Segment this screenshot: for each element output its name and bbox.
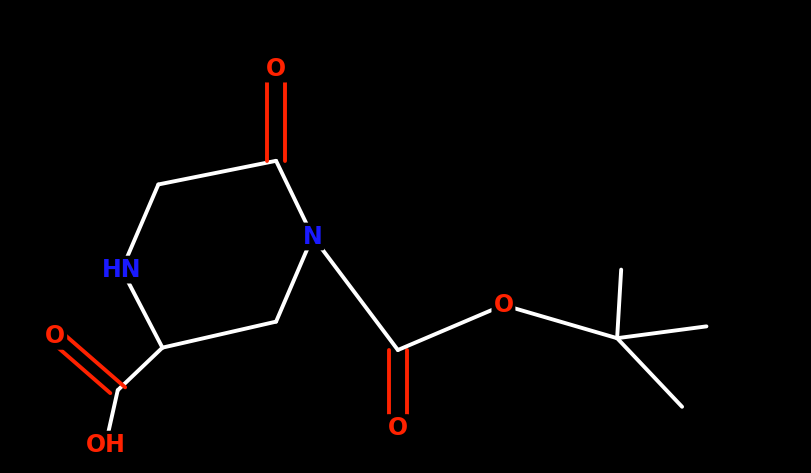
Text: OH: OH xyxy=(85,433,126,456)
Text: O: O xyxy=(45,324,65,348)
Text: O: O xyxy=(493,293,513,317)
Text: HN: HN xyxy=(102,258,141,281)
Text: N: N xyxy=(303,225,322,248)
Text: O: O xyxy=(266,57,285,80)
Text: O: O xyxy=(388,416,407,440)
